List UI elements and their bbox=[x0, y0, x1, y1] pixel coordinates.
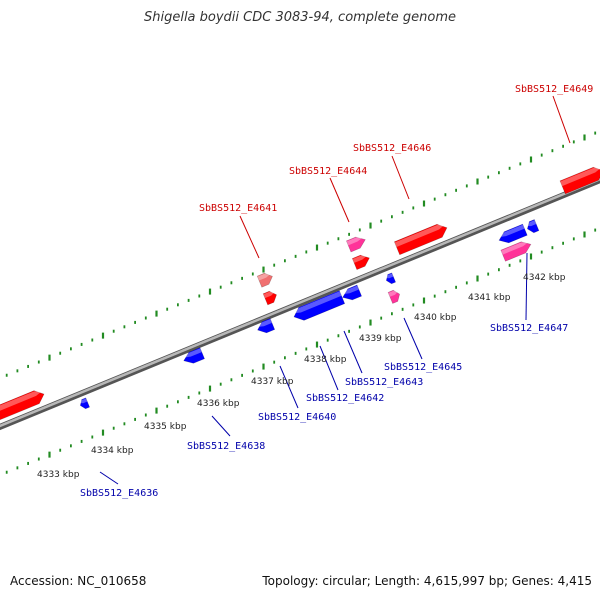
gene-feature-reverse-shape bbox=[385, 272, 396, 285]
gene-feature-reverse[interactable] bbox=[181, 347, 205, 367]
gene-feature-rna[interactable] bbox=[500, 239, 533, 262]
gene-feature-reverse-highlight bbox=[292, 291, 342, 314]
gene-label-E4645[interactable]: SbBS512_E4645 bbox=[384, 362, 462, 373]
gene-feature-forward-highlight bbox=[0, 390, 43, 413]
gene-feature-reverse-shape bbox=[342, 284, 362, 301]
tick-label-4335: 4335 kbp bbox=[144, 422, 187, 432]
leader-E4638 bbox=[211, 415, 231, 437]
label-leaders bbox=[99, 95, 571, 485]
gene-feature-forward-shape bbox=[0, 390, 45, 421]
page-title: Shigella boydii CDC 3083-94, complete ge… bbox=[143, 10, 457, 25]
gene-features bbox=[0, 164, 600, 421]
tick-label-4336: 4336 kbp bbox=[197, 399, 240, 409]
gene-feature-reverse-shape bbox=[183, 347, 205, 364]
gene-feature-forward-highlight bbox=[394, 224, 446, 247]
gene-feature-reverse-highlight bbox=[79, 398, 88, 404]
gene-feature-rna-shape bbox=[346, 236, 366, 253]
tick-label-4341: 4341 kbp bbox=[468, 293, 511, 303]
gene-feature-rna[interactable] bbox=[387, 289, 402, 304]
tick-label-4338: 4338 kbp bbox=[304, 355, 347, 365]
gene-feature-rna[interactable] bbox=[346, 234, 367, 253]
gene-feature-reverse-highlight bbox=[526, 220, 537, 227]
gene-feature-reverse-shape bbox=[293, 290, 346, 321]
gene-feature-reverse-highlight bbox=[182, 348, 202, 358]
gene-label-E4642[interactable]: SbBS512_E4642 bbox=[306, 393, 384, 404]
gene-feature-reverse-highlight bbox=[341, 285, 359, 295]
leader-E4644 bbox=[329, 177, 350, 223]
gene-feature-rna-highlight bbox=[388, 290, 399, 297]
leader-E4645 bbox=[403, 317, 423, 360]
gene-feature-rna-shape bbox=[500, 241, 532, 262]
gene-feature-forward[interactable] bbox=[559, 164, 600, 195]
gene-feature-forward[interactable] bbox=[351, 252, 371, 270]
gene-feature-forward[interactable] bbox=[256, 271, 275, 288]
leader-E4646 bbox=[391, 155, 410, 200]
gene-feature-forward-shape bbox=[351, 254, 370, 270]
gene-feature-forward-shape bbox=[393, 223, 448, 256]
leader-E4643 bbox=[343, 330, 363, 374]
gene-feature-forward[interactable] bbox=[0, 388, 47, 421]
gene-feature-forward[interactable] bbox=[262, 289, 279, 306]
leader-E4641 bbox=[239, 215, 260, 259]
gene-feature-forward-highlight bbox=[560, 167, 600, 187]
gene-label-E4646[interactable]: SbBS512_E4646 bbox=[353, 143, 431, 154]
gene-label-E4640[interactable]: SbBS512_E4640 bbox=[258, 412, 336, 423]
gene-feature-forward-shape bbox=[262, 290, 277, 306]
gene-feature-forward[interactable] bbox=[393, 221, 449, 256]
gene-feature-rna-highlight bbox=[346, 236, 365, 246]
gene-feature-rna-shape bbox=[387, 289, 400, 304]
genome-summary-text: Topology: circular; Length: 4,615,997 bp… bbox=[262, 574, 592, 588]
gene-feature-reverse[interactable] bbox=[255, 318, 276, 335]
gene-feature-reverse-shape bbox=[257, 318, 276, 334]
tick-label-4334: 4334 kbp bbox=[91, 446, 134, 456]
gene-feature-reverse-shape bbox=[498, 223, 528, 244]
gene-label-E4641[interactable]: SbBS512_E4641 bbox=[199, 203, 277, 214]
gene-label-E4644[interactable]: SbBS512_E4644 bbox=[289, 166, 367, 177]
leader-E4649 bbox=[552, 95, 571, 144]
gene-feature-reverse-highlight bbox=[385, 273, 394, 279]
gene-feature-reverse[interactable] bbox=[384, 272, 396, 285]
inner-tick-ring bbox=[5, 228, 597, 474]
gene-feature-rna-highlight bbox=[501, 241, 530, 255]
leader-E4640 bbox=[279, 365, 299, 409]
tick-label-4333: 4333 kbp bbox=[37, 470, 80, 480]
gene-feature-reverse[interactable] bbox=[497, 223, 528, 246]
outer-tick-ring bbox=[5, 131, 597, 377]
gene-feature-reverse[interactable] bbox=[78, 397, 90, 410]
tick-label-4337: 4337 kbp bbox=[251, 377, 294, 387]
gene-feature-reverse-highlight bbox=[497, 224, 525, 238]
accession-text: Accession: NC_010658 bbox=[10, 574, 147, 588]
gene-feature-forward-highlight bbox=[257, 273, 272, 281]
gene-label-E4643[interactable]: SbBS512_E4643 bbox=[345, 377, 423, 388]
leader-E4647 bbox=[525, 252, 528, 321]
gene-label-E4649[interactable]: SbBS512_E4649 bbox=[515, 84, 593, 95]
tick-label-4340: 4340 kbp bbox=[414, 313, 457, 323]
gene-feature-forward-shape bbox=[559, 166, 600, 195]
gene-label-E4638[interactable]: SbBS512_E4638 bbox=[187, 441, 265, 452]
gene-feature-reverse-shape bbox=[79, 397, 90, 410]
gene-feature-reverse[interactable] bbox=[340, 284, 362, 303]
leader-E4636 bbox=[99, 471, 119, 485]
gene-label-E4636[interactable]: SbBS512_E4636 bbox=[80, 488, 158, 499]
backbone-highlight bbox=[0, 177, 600, 428]
gene-feature-forward-highlight bbox=[352, 254, 369, 263]
gene-feature-reverse[interactable] bbox=[291, 290, 346, 324]
gene-feature-reverse-highlight bbox=[256, 318, 272, 327]
tick-label-4342: 4342 kbp bbox=[523, 273, 566, 283]
leader-E4642 bbox=[319, 345, 339, 391]
gene-feature-forward-highlight bbox=[263, 291, 276, 299]
gene-feature-reverse[interactable] bbox=[525, 219, 540, 235]
tick-label-4339: 4339 kbp bbox=[359, 334, 402, 344]
gene-label-E4647[interactable]: SbBS512_E4647 bbox=[490, 323, 568, 334]
gene-feature-forward-shape bbox=[256, 272, 273, 288]
gene-feature-reverse-shape bbox=[527, 219, 540, 234]
